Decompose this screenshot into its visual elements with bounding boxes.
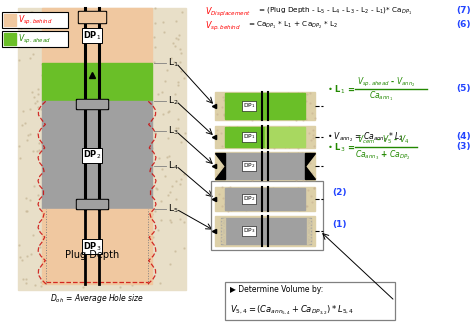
Text: $V_{Displacement}$: $V_{Displacement}$ — [205, 6, 251, 19]
Text: $Ca_{ann_3}$ + $Ca_{DP_2}$: $Ca_{ann_3}$ + $Ca_{DP_2}$ — [355, 148, 411, 162]
Text: DP$_1$: DP$_1$ — [243, 102, 255, 111]
Text: DP$_1$: DP$_1$ — [83, 29, 101, 42]
Bar — [76, 199, 108, 209]
Bar — [79, 12, 105, 22]
Bar — [215, 216, 315, 246]
Bar — [225, 93, 305, 119]
Bar — [215, 126, 315, 148]
Text: L$_4$: L$_4$ — [168, 159, 179, 172]
Text: (1): (1) — [332, 220, 346, 230]
Text: L$_1$: L$_1$ — [168, 57, 179, 69]
Bar — [77, 200, 107, 208]
Text: $V_{sp. behind}$: $V_{sp. behind}$ — [205, 20, 241, 33]
Bar — [78, 11, 106, 23]
Polygon shape — [305, 153, 315, 166]
Bar — [225, 282, 395, 320]
Bar — [42, 8, 152, 63]
Bar — [77, 100, 107, 108]
Bar — [2, 12, 68, 28]
Bar — [215, 152, 315, 180]
Text: (5): (5) — [456, 85, 471, 93]
Text: • $V_{ann_2}$ = $Ca_{ann_2}$ * $L_2$: • $V_{ann_2}$ = $Ca_{ann_2}$ * $L_2$ — [327, 130, 404, 144]
Text: • L$_1$ =: • L$_1$ = — [327, 84, 356, 96]
Bar — [42, 101, 152, 209]
Bar — [225, 188, 305, 210]
Bar — [215, 187, 315, 211]
Text: $V_{cem}$ - $V_5$ - $V_4$: $V_{cem}$ - $V_5$ - $V_4$ — [357, 134, 410, 146]
Text: (7): (7) — [456, 6, 471, 15]
Text: = (Plug Depth - L$_5$ - L$_4$ - L$_3$ - L$_2$ - L$_1$)* Ca$_{DP_1}$: = (Plug Depth - L$_5$ - L$_4$ - L$_3$ - … — [258, 6, 412, 17]
Text: (3): (3) — [456, 142, 471, 152]
Polygon shape — [305, 166, 315, 179]
Text: L$_5$: L$_5$ — [168, 203, 179, 215]
Text: DP$_2$: DP$_2$ — [243, 195, 255, 203]
Bar — [4, 14, 16, 26]
Text: L$_3$: L$_3$ — [168, 125, 179, 137]
Text: = Ca$_{DP_1}$ * L$_1$ + Ca$_{DP_2}$ * L$_2$: = Ca$_{DP_1}$ * L$_1$ + Ca$_{DP_2}$ * L$… — [248, 20, 338, 31]
Text: DP$_2$: DP$_2$ — [83, 149, 101, 161]
Bar — [42, 209, 152, 284]
Text: ▶ Determine Volume by:: ▶ Determine Volume by: — [230, 285, 323, 295]
Text: L$_2$: L$_2$ — [168, 95, 179, 107]
Text: $V_{sp. behind}$: $V_{sp. behind}$ — [18, 13, 53, 27]
Text: $V_{sp. ahead}$: $V_{sp. ahead}$ — [18, 32, 51, 46]
Bar — [18, 8, 186, 290]
Bar — [225, 153, 305, 179]
Bar — [215, 92, 315, 120]
Text: DP$_1$: DP$_1$ — [243, 133, 255, 141]
Bar — [225, 127, 265, 147]
Text: $Ca_{ann_1}$: $Ca_{ann_1}$ — [369, 89, 393, 103]
Text: DP$_3$: DP$_3$ — [83, 240, 101, 253]
Text: Plug Depth: Plug Depth — [65, 251, 119, 260]
Text: DP$_2$: DP$_2$ — [243, 162, 255, 171]
Text: (4): (4) — [456, 133, 471, 141]
Bar — [221, 218, 311, 244]
Text: $V_{5,4} = (Ca_{ann_{5,4}} + Ca_{DP_{3,2}}) * L_{5,4}$: $V_{5,4} = (Ca_{ann_{5,4}} + Ca_{DP_{3,2… — [230, 303, 355, 317]
Polygon shape — [215, 166, 225, 179]
Bar — [4, 33, 16, 45]
Polygon shape — [215, 153, 225, 166]
Text: DP$_3$: DP$_3$ — [243, 227, 255, 236]
Text: • L$_3$ =: • L$_3$ = — [327, 142, 356, 154]
Bar — [2, 31, 68, 47]
Text: $V_{sp. ahead}$ - $V_{ann_2}$: $V_{sp. ahead}$ - $V_{ann_2}$ — [357, 75, 416, 89]
Bar — [76, 99, 108, 109]
Bar — [42, 63, 152, 101]
Bar — [211, 181, 323, 250]
Text: (2): (2) — [332, 189, 346, 197]
Text: $D_{oh}$ = Average Hole size: $D_{oh}$ = Average Hole size — [50, 292, 144, 305]
Bar — [265, 127, 305, 147]
Text: (6): (6) — [456, 20, 471, 29]
